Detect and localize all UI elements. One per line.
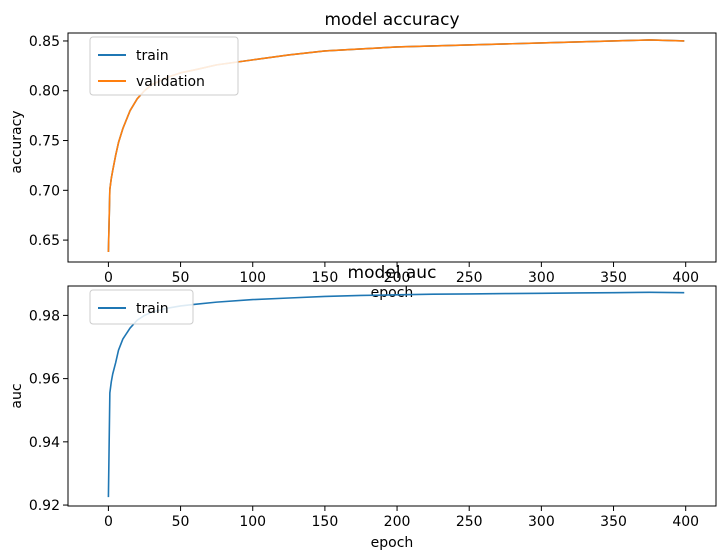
y-tick-label: 0.94 [29,435,60,451]
y-tick-label: 0.65 [29,233,60,249]
x-tick-label: 350 [600,270,627,286]
legend: train validation [89,36,239,96]
legend-label: train [136,301,169,317]
chart-title: model accuracy [324,10,459,30]
chart-title: model auc [348,263,437,283]
series-line-0 [107,291,685,498]
y-tick-label: 0.70 [29,183,60,199]
y-tick-label: 0.80 [29,84,60,100]
y-tick-label: 0.92 [29,498,60,514]
y-axis-label: auc [9,383,25,408]
auc-chart: model auc auc epoch 0 50 100 150 200 250 300 35… [9,263,717,551]
legend: train [89,289,194,325]
x-tick-label: 250 [456,514,483,530]
legend-box [89,36,239,96]
x-tick-label: 100 [239,270,266,286]
x-tick-label: 0 [104,514,113,530]
axes-frame [67,32,717,263]
y-axis-label: accuracy [9,110,25,173]
x-tick-label: 350 [600,514,627,530]
plot-area: 0 50 100 150 200 250 300 350 400 0.92 0.94 0.96 0.98… [29,285,717,530]
legend-label: validation [136,74,205,90]
y-tick-label: 0.75 [29,134,60,150]
legend-box [89,289,194,325]
x-tick-label: 150 [312,514,339,530]
x-tick-label: 100 [239,514,266,530]
x-tick-label: 200 [384,514,411,530]
y-tick-label: 0.96 [29,372,60,388]
x-tick-label: 0 [104,270,113,286]
axes-frame [67,285,717,507]
accuracy-chart: model accuracy accuracy epoch 0 50 100 150 2… [9,10,717,301]
x-tick-label: 400 [672,514,699,530]
x-tick-label: 200 [384,270,411,286]
legend-label: train [136,48,169,64]
y-tick-label: 0.85 [29,34,60,50]
x-tick-label: 250 [456,270,483,286]
y-tick-label: 0.98 [29,308,60,324]
x-tick-label: 50 [172,514,190,530]
x-axis-label: epoch [371,535,414,551]
x-tick-label: 300 [528,270,555,286]
x-tick-label: 300 [528,514,555,530]
x-tick-label: 150 [312,270,339,286]
x-axis-label: epoch [371,285,414,301]
x-tick-label: 50 [172,270,190,286]
plot-area: 0 50 100 150 200 250 300 350 400 0.65 0.70 0.75 0.80… [29,32,717,286]
x-tick-label: 400 [672,270,699,286]
